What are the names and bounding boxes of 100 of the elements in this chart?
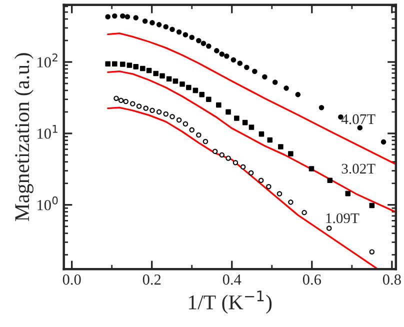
- point: [189, 34, 195, 40]
- point: [170, 26, 175, 32]
- point: [248, 124, 254, 130]
- x-tick-label: 0.8: [382, 274, 401, 285]
- point: [202, 138, 208, 144]
- point: [172, 78, 178, 84]
- point: [240, 164, 246, 170]
- point: [267, 137, 273, 143]
- point: [288, 151, 294, 156]
- point: [196, 38, 202, 44]
- point: [252, 68, 258, 74]
- point: [226, 109, 231, 115]
- point: [206, 96, 212, 102]
- x-tick-label: 0.2: [142, 274, 161, 285]
- point: [244, 64, 250, 70]
- line-series: [107, 106, 378, 270]
- point: [176, 117, 182, 123]
- point: [345, 190, 351, 196]
- point: [308, 166, 314, 172]
- point: [288, 200, 294, 205]
- point: [150, 20, 155, 26]
- point: [123, 98, 128, 104]
- point: [124, 14, 130, 20]
- point: [140, 66, 146, 72]
- point: [118, 98, 124, 104]
- point: [232, 160, 238, 166]
- point: [357, 125, 363, 130]
- point: [199, 92, 205, 98]
- point: [369, 202, 375, 208]
- point: [182, 32, 188, 38]
- point: [143, 106, 148, 111]
- point: [226, 156, 231, 161]
- point: [219, 51, 225, 57]
- point: [120, 62, 126, 67]
- point: [192, 88, 198, 94]
- y-tick-label: 10$^{2}$: [38, 54, 58, 68]
- series-label: 1.09T: [326, 213, 360, 224]
- point: [176, 29, 182, 35]
- point: [216, 102, 222, 108]
- point: [272, 80, 278, 85]
- point: [219, 152, 225, 158]
- point: [105, 61, 110, 67]
- point: [133, 64, 138, 70]
- point: [112, 61, 118, 67]
- point: [230, 57, 236, 63]
- x-tick-label: 0.4: [222, 274, 242, 285]
- point: [237, 60, 243, 66]
- point: [130, 101, 136, 106]
- point: [262, 74, 268, 80]
- point: [120, 13, 126, 19]
- point: [153, 70, 158, 76]
- point: [156, 22, 162, 28]
- point: [302, 210, 307, 216]
- point: [150, 108, 155, 114]
- point: [284, 86, 289, 91]
- point: [369, 249, 375, 254]
- point: [133, 15, 138, 20]
- point: [206, 43, 212, 49]
- point: [156, 109, 162, 115]
- point: [112, 13, 118, 19]
- point: [278, 144, 284, 150]
- x-tick-label: 0.0: [62, 274, 81, 285]
- point: [318, 104, 324, 110]
- point: [182, 121, 188, 127]
- point: [242, 120, 248, 126]
- point: [266, 184, 272, 190]
- point: [234, 116, 240, 121]
- point: [258, 178, 264, 184]
- point: [380, 139, 386, 145]
- point: [214, 48, 220, 54]
- point: [142, 18, 148, 24]
- y-tick-label: 10$^{1}$: [38, 125, 58, 139]
- point: [186, 84, 192, 90]
- point: [327, 178, 333, 184]
- point: [212, 148, 218, 154]
- point: [166, 76, 172, 82]
- point: [170, 114, 175, 120]
- point: [224, 53, 230, 59]
- line-series: [107, 70, 396, 214]
- point: [163, 111, 168, 117]
- point: [326, 226, 332, 231]
- point: [295, 92, 301, 98]
- point: [196, 132, 202, 138]
- series-label: 4.07T: [341, 114, 376, 124]
- point: [136, 104, 142, 109]
- line-series: [107, 32, 396, 166]
- point: [248, 170, 254, 176]
- point: [258, 131, 264, 137]
- point: [146, 68, 152, 74]
- point: [276, 191, 282, 196]
- x-tick-label: 0.6: [302, 274, 321, 285]
- point: [160, 73, 165, 78]
- series-label: 3.02T: [342, 164, 376, 174]
- point: [126, 62, 132, 68]
- point: [163, 24, 168, 30]
- point: [114, 96, 119, 101]
- y-tick-label: 10$^{0}$: [38, 196, 58, 210]
- point: [200, 40, 206, 46]
- x-axis-title: 1/T (K$^{−1}$): [189, 290, 272, 314]
- point: [189, 127, 195, 133]
